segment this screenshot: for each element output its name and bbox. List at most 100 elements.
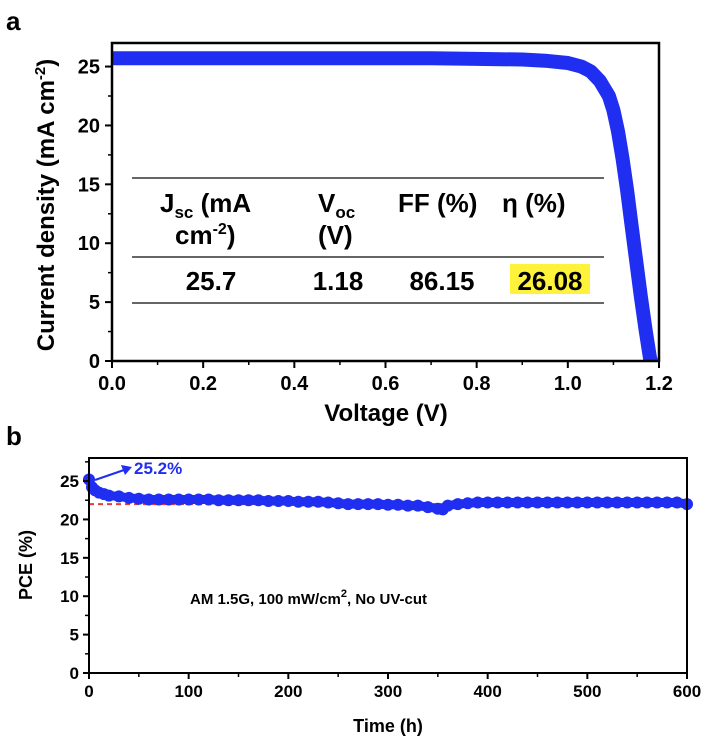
y-tick-label: 10 (78, 233, 100, 255)
y-tick-label: 0 (70, 664, 79, 683)
pce-point (641, 496, 654, 509)
pce-point (671, 496, 683, 509)
pce-point (112, 490, 125, 503)
pce-point (401, 499, 414, 512)
pce-stability-series (83, 473, 693, 516)
x-tick-label: 100 (174, 682, 202, 701)
x-tick-label: 0 (84, 682, 93, 701)
pce-point (551, 496, 564, 509)
pce-point (382, 498, 394, 511)
measurement-conditions: AM 1.5G, 100 mW/cm2, No UV-cut (190, 588, 427, 608)
pce-point (222, 494, 235, 507)
pce-point (581, 496, 594, 509)
pce-point (132, 492, 145, 505)
pce-point (202, 493, 215, 506)
pce-point (312, 495, 325, 508)
table-value-jsc: 25.7 (186, 266, 237, 296)
table-value-voc: 1.18 (313, 266, 364, 296)
pce-point (541, 496, 554, 509)
pce-point (162, 493, 175, 506)
x-tick-label: 0.8 (463, 373, 491, 395)
pce-point (372, 498, 384, 511)
pce-point (601, 496, 614, 509)
parameters-table: Jsc (mA cm-2) Voc (V) FF (%) η (%) 25.7 … (132, 177, 604, 304)
pce-point (501, 496, 514, 509)
panel-b-x-ticks: 0 100 200 300 400 500 600 (84, 673, 701, 701)
pce-point (411, 499, 424, 512)
pce-point (192, 493, 205, 506)
table-value-ff: 86.15 (409, 266, 474, 296)
x-tick-label: 0.0 (98, 373, 126, 395)
pce-point (611, 496, 624, 509)
pce-point (232, 494, 245, 507)
y-tick-label: 20 (60, 510, 79, 529)
pce-point (272, 495, 285, 507)
pce-point (561, 496, 574, 509)
y-tick-label: 0 (89, 351, 100, 373)
table-header-jsc-unit: cm-2) (175, 220, 235, 250)
pce-point (342, 498, 355, 511)
table-value-eta: 26.08 (517, 266, 582, 296)
pce-point (102, 489, 115, 502)
pce-point (621, 496, 634, 509)
table-header-jsc: Jsc (mA (160, 188, 251, 222)
x-tick-label: 200 (274, 682, 302, 701)
pce-point (122, 491, 135, 504)
pce-point (461, 497, 474, 510)
table-header-voc-unit: (V) (318, 220, 353, 250)
pce-point (152, 493, 165, 506)
table-header-eta: η (%) (502, 188, 566, 218)
pce-point (362, 498, 375, 511)
panel-a-y-axis-title: Current density (mA cm-2) (32, 59, 60, 352)
iv-curve (112, 51, 659, 361)
pce-point (481, 496, 494, 509)
table-header-voc: Voc (318, 188, 355, 222)
y-tick-label: 5 (70, 626, 79, 645)
pce-point (521, 496, 534, 509)
panel-b-frame (88, 457, 688, 674)
panel-b-y-ticks: 0 5 10 15 20 25 (60, 461, 89, 683)
callout-arrow (94, 469, 125, 481)
callout-label: 25.2% (134, 459, 182, 478)
x-tick-label: 1.0 (554, 373, 582, 395)
y-tick-label: 15 (60, 549, 79, 568)
x-tick-label: 0.2 (189, 373, 217, 395)
y-tick-label: 10 (60, 587, 79, 606)
panel-b-y-axis-title: PCE (%) (16, 530, 36, 600)
x-tick-label: 500 (573, 682, 601, 701)
y-tick-label: 5 (89, 292, 100, 314)
panel-b-letter: b (6, 421, 22, 451)
pce-point (441, 499, 454, 512)
pce-point (421, 501, 434, 514)
panel-a-letter: a (6, 6, 21, 36)
pce-point (322, 496, 335, 509)
pce-point (511, 496, 524, 509)
pce-point (252, 494, 265, 507)
callout-arrowhead (121, 465, 132, 475)
pce-point (282, 495, 295, 507)
panel-a-x-ticks: 0.0 0.2 0.4 0.6 0.8 1.0 1.2 (98, 361, 673, 395)
pce-point (531, 496, 544, 509)
pce-point (172, 493, 185, 506)
pce-point (292, 495, 305, 508)
y-tick-label: 20 (78, 115, 100, 137)
pce-point (262, 495, 275, 507)
x-tick-label: 400 (473, 682, 501, 701)
x-tick-label: 0.6 (372, 373, 400, 395)
pce-point (651, 496, 664, 509)
pce-point (142, 493, 155, 506)
y-tick-label: 25 (60, 472, 79, 491)
y-tick-label: 15 (78, 174, 100, 196)
pce-point (182, 493, 195, 506)
table-highlight (510, 264, 590, 294)
y-tick-label: 25 (78, 57, 100, 79)
pce-point (661, 496, 674, 509)
pce-point (591, 496, 604, 509)
panel-a-x-axis-title: Voltage (V) (324, 400, 448, 427)
pce-point (451, 498, 464, 511)
panel-b-x-axis-title: Time (h) (353, 716, 423, 736)
x-tick-label: 0.4 (280, 373, 309, 395)
pce-point (571, 496, 584, 509)
pce-point (491, 496, 504, 509)
